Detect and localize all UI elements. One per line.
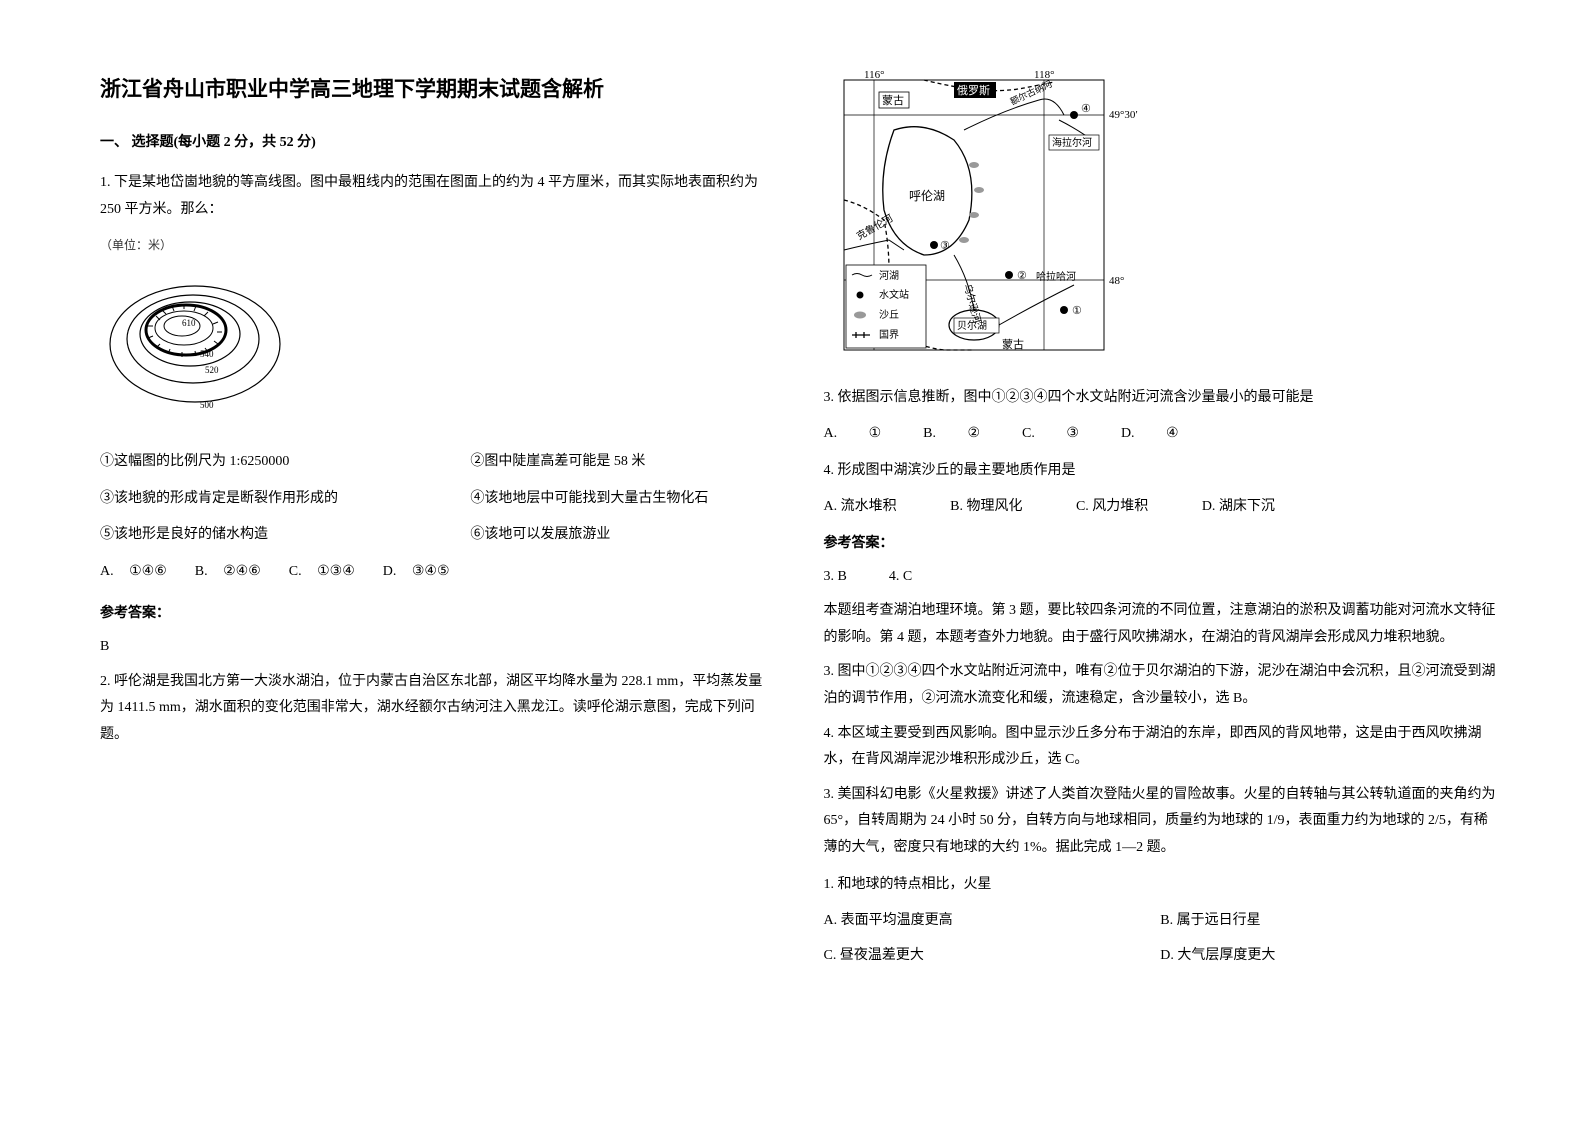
leg-sand: 沙丘: [879, 309, 899, 321]
mongolia-label-2: 蒙古: [1002, 338, 1024, 351]
q4-optB: B. 物理风化: [950, 494, 1022, 521]
contour-unit-label: （单位：米）: [100, 234, 774, 257]
q1-answer: B: [100, 634, 774, 661]
station-1: [1060, 306, 1068, 314]
right-column: 116° 118° 49°30′ 48° ① ② ③ ④: [824, 70, 1498, 1082]
q1-opt2a: ③该地貌的形成肯定是断裂作用形成的: [100, 486, 470, 513]
m3: ③: [940, 240, 950, 252]
lon-118: 118°: [1034, 70, 1055, 81]
q5-opts-row2: C. 昼夜温差更大 D. 大气层厚度更大: [824, 943, 1498, 970]
q3-opts: A. ① B. ② C. ③ D. ④: [824, 421, 1498, 448]
contour-540: 540: [200, 349, 214, 359]
q5-text: 3. 美国科幻电影《火星救援》讲述了人类首次登陆火星的冒险故事。火星的自转轴与其…: [824, 782, 1498, 862]
q1-abcd: A. ①④⑥ B. ②④⑥ C. ①③④ D. ③④⑤: [100, 559, 774, 586]
q1-answer-label: 参考答案：: [100, 601, 774, 628]
lat-48: 48°: [1109, 275, 1124, 287]
station-2: [1005, 271, 1013, 279]
lat-49: 49°30′: [1109, 109, 1138, 121]
q4-optA: A. 流水堆积: [824, 494, 897, 521]
q5-optD: D. 大气层厚度更大: [1160, 943, 1497, 970]
contour-500: 500: [200, 400, 214, 410]
leg-station: 水文站: [879, 288, 909, 301]
hulun-map: 116° 118° 49°30′ 48° ① ② ③ ④: [824, 70, 1144, 360]
q5-optC: C. 昼夜温差更大: [824, 943, 1161, 970]
q1-options-2: ③该地貌的形成肯定是断裂作用形成的 ④该地地层中可能找到大量古生物化石: [100, 486, 774, 513]
station-4: [1070, 111, 1078, 119]
q4-text: 4. 形成图中湖滨沙丘的最主要地质作用是: [824, 458, 1498, 485]
q1-opt3a: ⑤该地形是良好的储水构造: [100, 522, 470, 549]
station-3: [930, 241, 938, 249]
left-column: 浙江省舟山市职业中学高三地理下学期期末试题含解析 一、 选择题(每小题 2 分，…: [100, 70, 774, 1082]
section-header: 一、 选择题(每小题 2 分，共 52 分): [100, 130, 774, 157]
contour-520: 520: [205, 365, 219, 375]
q5-optA: A. 表面平均温度更高: [824, 908, 1161, 935]
q5-sub1: 1. 和地球的特点相比，火星: [824, 872, 1498, 899]
mongolia-label: 蒙古: [882, 94, 904, 107]
leg-border: 国界: [879, 329, 899, 341]
q1-opt1b: ②图中陡崖高差可能是 58 米: [470, 449, 645, 476]
m1: ①: [1072, 305, 1082, 317]
page-title: 浙江省舟山市职业中学高三地理下学期期末试题含解析: [100, 70, 774, 110]
q3-text: 3. 依据图示信息推断，图中①②③④四个水文站附近河流含沙量最小的最可能是: [824, 385, 1498, 412]
m4: ④: [1081, 103, 1091, 115]
q1-options-3: ⑤该地形是良好的储水构造 ⑥该地可以发展旅游业: [100, 522, 774, 549]
m2: ②: [1017, 270, 1027, 282]
q4-opts: A. 流水堆积 B. 物理风化 C. 风力堆积 D. 湖床下沉: [824, 494, 1498, 521]
q1-options-1: ①这幅图的比例尺为 1:6250000 ②图中陡崖高差可能是 58 米: [100, 449, 774, 476]
q1-opt3b: ⑥该地可以发展旅游业: [470, 522, 610, 549]
q4-optC: C. 风力堆积: [1076, 494, 1148, 521]
contour-610: 610: [182, 318, 196, 328]
answers2-p2: 3. 图中①②③④四个水文站附近河流中，唯有②位于贝尔湖泊的下游，泥沙在湖泊中会…: [824, 659, 1498, 712]
answers2-line1: 3. B 4. C: [824, 564, 1498, 591]
q1-text: 1. 下是某地岱崮地貌的等高线图。图中最粗线内的范围在图面上的约为 4 平方厘米…: [100, 170, 774, 223]
hulun-label: 呼伦湖: [909, 188, 945, 203]
leg-riverlake: 河湖: [879, 270, 899, 282]
q5-opts-row1: A. 表面平均温度更高 B. 属于远日行星: [824, 908, 1498, 935]
q1-opt1a: ①这幅图的比例尺为 1:6250000: [100, 449, 470, 476]
answers2-label: 参考答案：: [824, 531, 1498, 558]
answers2-p1: 本题组考查湖泊地理环境。第 3 题，要比较四条河流的不同位置，注意湖泊的淤积及调…: [824, 598, 1498, 651]
answers2-p3: 4. 本区域主要受到西风影响。图中显示沙丘多分布于湖泊的东岸，即西风的背风地带，…: [824, 721, 1498, 774]
lon-116: 116°: [864, 70, 885, 81]
kelulun-label: 克鲁伦河: [854, 211, 895, 242]
q2-text: 2. 呼伦湖是我国北方第一大淡水湖泊，位于内蒙古自治区东北部，湖区平均降水量为 …: [100, 669, 774, 749]
halaha-river: [999, 285, 1074, 325]
halaer-label: 海拉尔河: [1052, 136, 1092, 149]
russia-label: 俄罗斯: [957, 84, 990, 97]
q4-optD: D. 湖床下沉: [1202, 494, 1275, 521]
contour-map: 610 540 520 500: [100, 264, 290, 424]
halaha-label: 哈拉哈河: [1036, 270, 1076, 283]
q5-optB: B. 属于远日行星: [1160, 908, 1497, 935]
q1-opt2b: ④该地地层中可能找到大量古生物化石: [470, 486, 708, 513]
